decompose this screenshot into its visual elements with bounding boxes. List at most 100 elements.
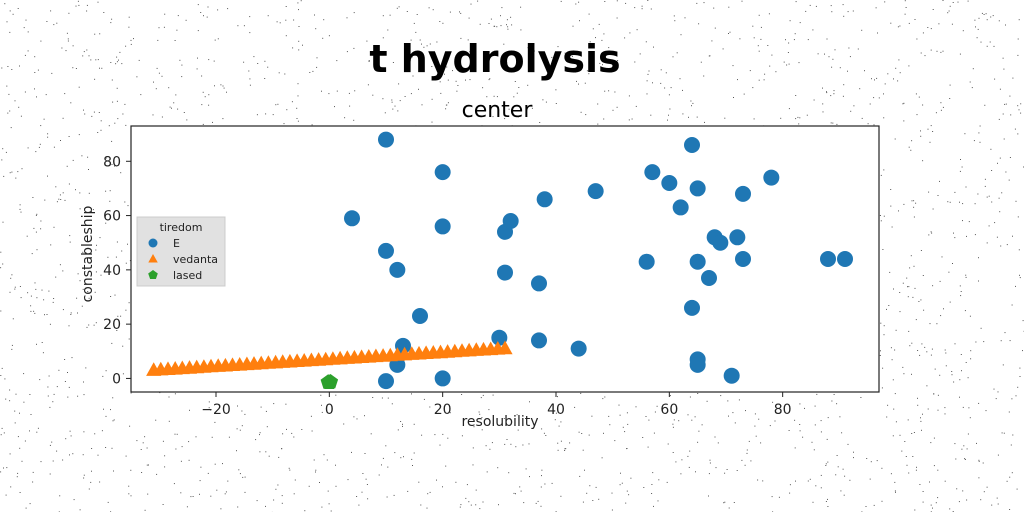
noise-speck	[84, 113, 86, 115]
noise-speck	[966, 499, 968, 501]
noise-speck	[144, 509, 146, 511]
noise-speck	[527, 84, 529, 86]
noise-speck	[288, 467, 290, 469]
noise-speck	[381, 464, 382, 466]
noise-speck	[835, 474, 837, 476]
noise-speck	[906, 277, 908, 279]
noise-speck	[293, 19, 295, 21]
noise-speck	[387, 397, 389, 399]
noise-speck	[1017, 105, 1019, 107]
noise-speck	[67, 396, 69, 398]
noise-speck	[959, 396, 960, 398]
noise-speck	[691, 105, 692, 107]
noise-speck	[49, 323, 51, 325]
noise-speck	[653, 505, 654, 507]
noise-speck	[392, 62, 394, 63]
noise-speck	[930, 442, 932, 444]
noise-speck	[1009, 95, 1011, 97]
noise-speck	[406, 11, 408, 12]
noise-speck	[887, 73, 889, 75]
noise-speck	[148, 464, 149, 466]
noise-speck	[636, 29, 638, 31]
noise-speck	[902, 103, 904, 105]
noise-speck	[2, 148, 4, 150]
noise-speck	[353, 12, 355, 14]
noise-speck	[155, 88, 157, 90]
noise-speck	[883, 325, 885, 327]
noise-speck	[598, 498, 600, 500]
noise-speck	[256, 500, 258, 502]
noise-speck	[179, 59, 181, 61]
noise-speck	[836, 403, 838, 405]
noise-speck	[365, 478, 367, 480]
noise-speck	[50, 10, 52, 12]
noise-speck	[86, 10, 88, 12]
noise-speck	[421, 43, 422, 45]
data-point-E	[395, 337, 411, 354]
noise-speck	[703, 75, 705, 77]
noise-speck	[265, 113, 267, 115]
noise-speck	[346, 17, 348, 19]
noise-speck	[236, 450, 237, 452]
noise-speck	[918, 96, 920, 98]
noise-speck	[907, 286, 908, 288]
noise-speck	[404, 96, 406, 97]
noise-speck	[162, 504, 164, 505]
noise-speck	[481, 417, 483, 418]
noise-speck	[703, 2, 705, 4]
noise-speck	[199, 493, 200, 495]
noise-speck	[757, 45, 759, 47]
noise-speck	[488, 23, 490, 24]
noise-speck	[933, 437, 935, 439]
noise-speck	[539, 122, 541, 123]
noise-speck	[689, 396, 691, 398]
noise-speck	[528, 443, 530, 445]
noise-speck	[14, 288, 16, 290]
noise-speck	[308, 485, 310, 487]
noise-speck	[883, 169, 885, 171]
noise-speck	[979, 141, 981, 143]
noise-speck	[188, 441, 190, 443]
noise-speck	[32, 481, 34, 483]
noise-speck	[853, 457, 854, 459]
noise-speck	[1016, 488, 1018, 490]
noise-speck	[297, 83, 299, 85]
noise-speck	[755, 435, 757, 437]
noise-speck	[285, 403, 287, 405]
noise-speck	[335, 485, 337, 487]
noise-speck	[832, 58, 834, 60]
noise-speck	[915, 93, 917, 95]
noise-speck	[141, 472, 143, 473]
noise-speck	[88, 488, 90, 490]
noise-speck	[472, 447, 474, 449]
noise-speck	[794, 447, 796, 449]
noise-speck	[4, 3, 6, 5]
noise-speck	[674, 20, 676, 22]
noise-speck	[525, 468, 527, 470]
noise-speck	[314, 14, 315, 16]
noise-speck	[692, 102, 694, 104]
noise-speck	[212, 121, 213, 123]
noise-speck	[391, 101, 393, 103]
noise-speck	[698, 23, 700, 25]
noise-speck	[155, 419, 157, 421]
data-marks	[146, 131, 853, 390]
noise-speck	[411, 393, 412, 395]
noise-speck	[238, 469, 240, 471]
noise-speck	[930, 125, 932, 127]
noise-speck	[962, 30, 964, 32]
noise-speck	[1005, 171, 1007, 173]
noise-speck	[439, 21, 441, 22]
noise-speck	[861, 117, 863, 119]
noise-speck	[728, 507, 730, 509]
noise-speck	[398, 83, 400, 85]
noise-speck	[467, 39, 469, 41]
noise-speck	[906, 464, 908, 466]
noise-speck	[298, 40, 300, 42]
noise-speck	[481, 429, 483, 431]
noise-speck	[788, 63, 790, 65]
noise-speck	[19, 65, 20, 67]
noise-speck	[368, 60, 370, 61]
noise-speck	[627, 423, 629, 425]
